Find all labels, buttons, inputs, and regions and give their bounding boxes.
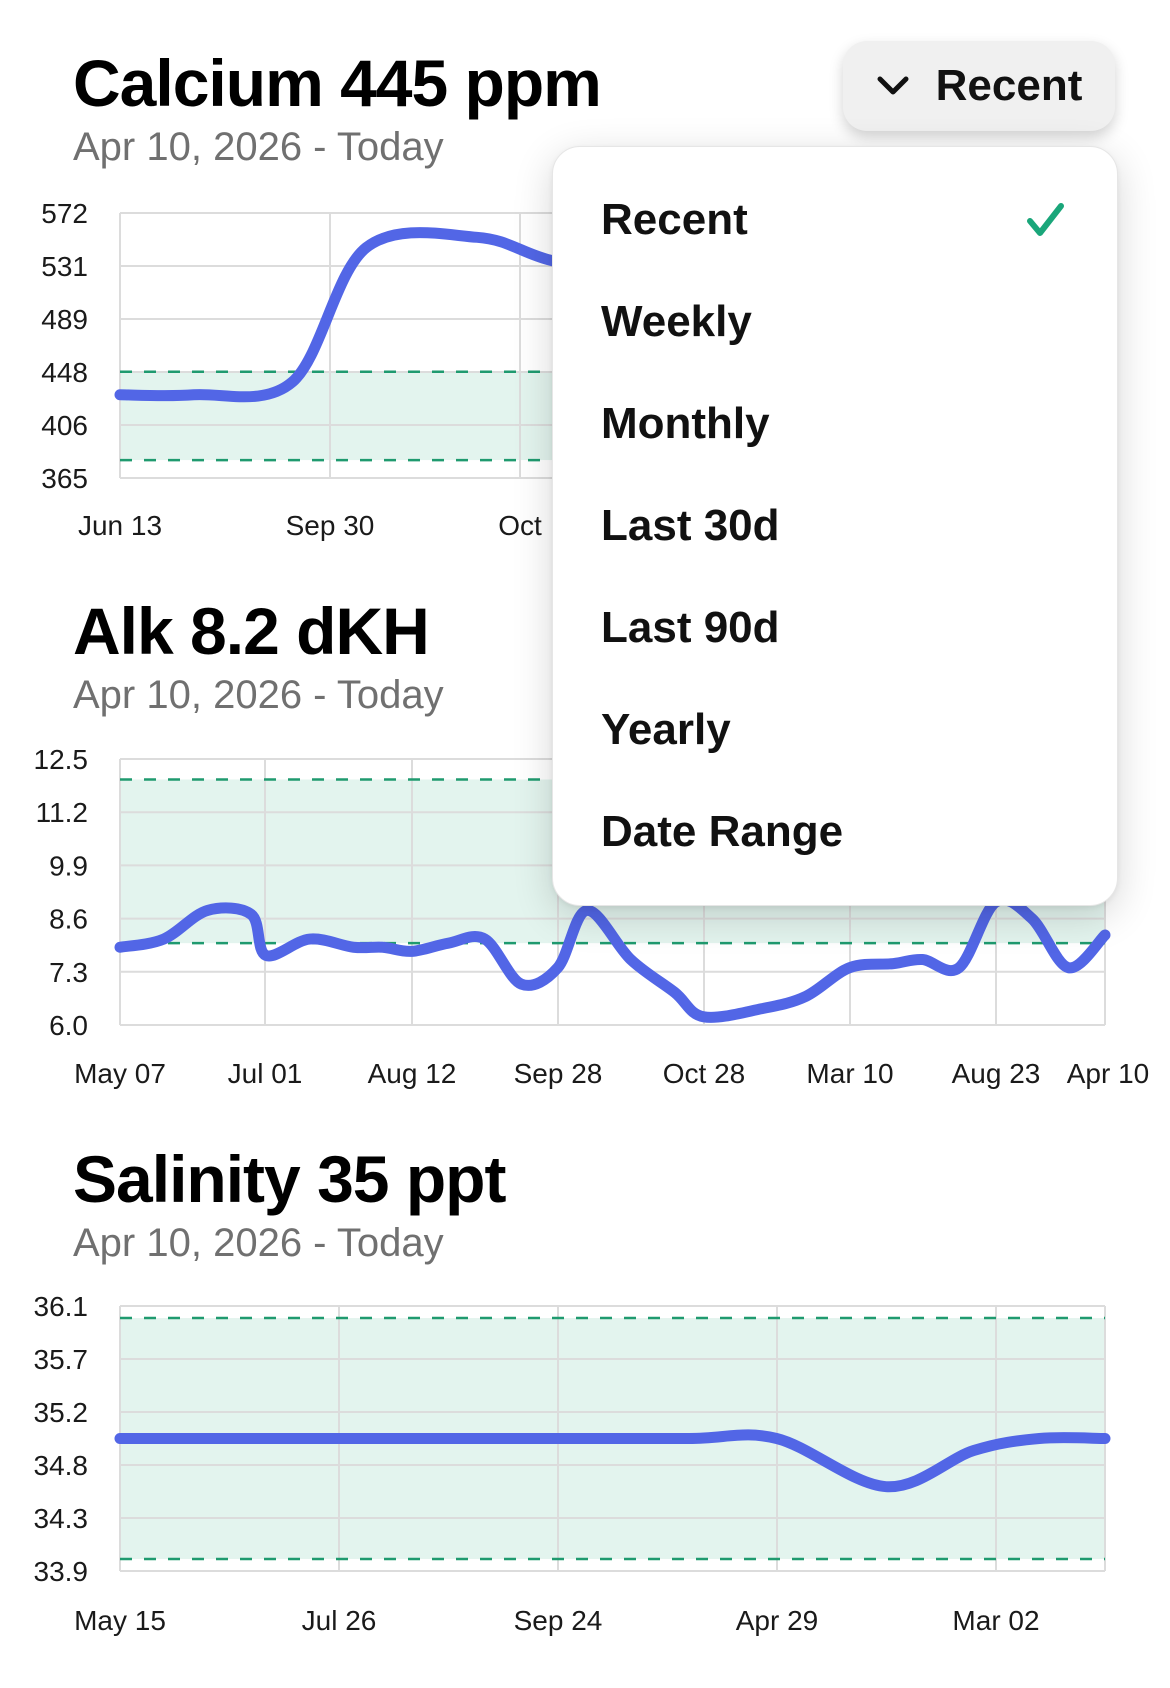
x-tick-label: Sep 24 <box>514 1605 603 1636</box>
menu-item-last-30d[interactable]: Last 30d <box>553 475 1117 577</box>
chart-subtitle-alk: Apr 10, 2026 - Today <box>73 673 444 717</box>
y-tick-label: 33.9 <box>34 1556 89 1587</box>
menu-item-label: Last 30d <box>601 501 780 550</box>
x-tick-label: Jul 01 <box>228 1058 303 1089</box>
y-tick-label: 572 <box>41 198 88 229</box>
range-dropdown-menu: Recent Weekly Monthly Last 30d Last 90d … <box>552 146 1118 906</box>
x-tick-label: May 15 <box>74 1605 166 1636</box>
y-tick-label: 34.8 <box>34 1450 89 1481</box>
y-tick-label: 12.5 <box>34 744 89 775</box>
x-tick-label: Aug 12 <box>368 1058 457 1089</box>
series-line <box>114 894 1111 1023</box>
y-tick-label: 35.7 <box>34 1344 89 1375</box>
y-tick-label: 365 <box>41 463 88 494</box>
menu-item-label: Weekly <box>601 297 752 346</box>
menu-item-weekly[interactable]: Weekly <box>553 271 1117 373</box>
menu-item-last-90d[interactable]: Last 90d <box>553 577 1117 679</box>
y-tick-label: 7.3 <box>49 957 88 988</box>
x-tick-label: Apr 10 <box>1067 1058 1150 1089</box>
x-tick-label: Oct <box>498 510 542 541</box>
chart-subtitle-calcium: Apr 10, 2026 - Today <box>73 125 444 169</box>
y-tick-label: 531 <box>41 251 88 282</box>
x-tick-label: Jul 26 <box>302 1605 377 1636</box>
checkmark-icon <box>1027 203 1064 236</box>
menu-item-label: Recent <box>601 195 748 244</box>
menu-item-label: Date Range <box>601 807 844 856</box>
y-tick-label: 34.3 <box>34 1503 89 1534</box>
y-tick-label: 406 <box>41 410 88 441</box>
x-tick-label: Sep 28 <box>514 1058 603 1089</box>
menu-item-label: Last 90d <box>601 603 780 652</box>
menu-item-date-range[interactable]: Date Range <box>553 781 1117 883</box>
chart-title-alk: Alk 8.2 dKH <box>73 594 430 668</box>
range-button-label: Recent <box>935 61 1083 110</box>
x-tick-label: Jun 13 <box>78 510 162 541</box>
x-tick-label: May 07 <box>74 1058 166 1089</box>
x-tick-label: Mar 10 <box>806 1058 893 1089</box>
y-tick-label: 6.0 <box>49 1010 88 1041</box>
chart-title-calcium: Calcium 445 ppm <box>73 46 602 120</box>
y-tick-label: 448 <box>41 357 88 388</box>
menu-item-recent[interactable]: Recent <box>553 169 1117 271</box>
y-tick-label: 35.2 <box>34 1397 89 1428</box>
menu-item-monthly[interactable]: Monthly <box>553 373 1117 475</box>
x-tick-label: Mar 02 <box>952 1605 1039 1636</box>
x-tick-label: Apr 29 <box>736 1605 819 1636</box>
y-tick-label: 11.2 <box>36 797 88 828</box>
y-tick-label: 489 <box>41 304 88 335</box>
chart-subtitle-salinity: Apr 10, 2026 - Today <box>73 1221 444 1265</box>
y-tick-label: 8.6 <box>49 904 88 935</box>
menu-item-label: Yearly <box>601 705 731 754</box>
menu-item-yearly[interactable]: Yearly <box>553 679 1117 781</box>
x-tick-label: Oct 28 <box>663 1058 745 1089</box>
y-tick-label: 9.9 <box>49 850 88 881</box>
menu-item-label: Monthly <box>601 399 770 448</box>
chevron-down-icon <box>877 76 909 95</box>
range-selector-button[interactable]: Recent <box>843 41 1115 131</box>
x-tick-label: Sep 30 <box>286 510 375 541</box>
series-line <box>114 1429 1111 1493</box>
x-tick-label: Aug 23 <box>952 1058 1041 1089</box>
chart-title-salinity: Salinity 35 ppt <box>73 1142 506 1216</box>
y-tick-label: 36.1 <box>34 1291 89 1322</box>
